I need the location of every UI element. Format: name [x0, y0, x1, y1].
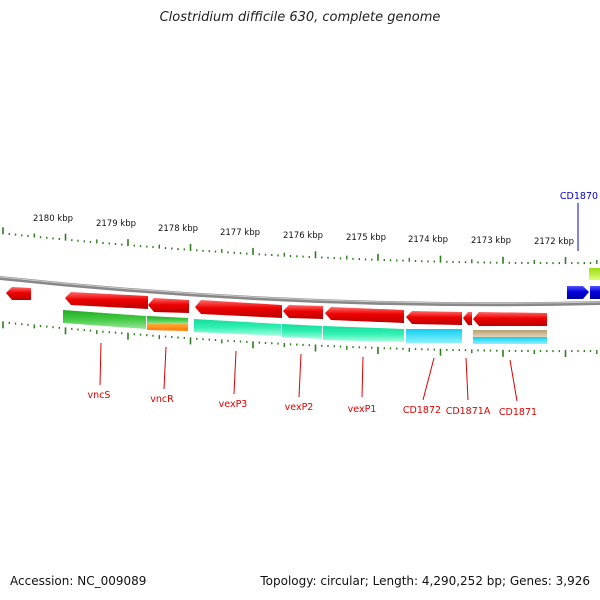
kbp-label: 2178 kbp [158, 224, 198, 234]
gene-leader-line [465, 357, 469, 401]
cds-block-blue[interactable] [590, 286, 600, 299]
gene-label[interactable]: CD1871 [499, 407, 537, 418]
gene-label[interactable]: vexP3 [219, 399, 248, 410]
gene-label[interactable]: vexP1 [348, 404, 377, 415]
gene-label[interactable]: CD1870 [560, 191, 598, 202]
gene-leader-line [99, 342, 102, 386]
gene-label[interactable]: vncR [150, 394, 174, 405]
feature-block-teal[interactable] [282, 324, 322, 339]
gene-leader-line [233, 350, 237, 395]
feature-block-green[interactable] [63, 310, 146, 329]
gene-leader-line [298, 353, 302, 398]
genome-title: Clostridium difficile 630, complete geno… [159, 10, 441, 25]
gene-label[interactable]: vexP2 [285, 402, 314, 413]
gene-leader-line [509, 359, 518, 402]
cds-arrow[interactable] [6, 287, 31, 300]
cds-arrow[interactable] [65, 292, 148, 309]
gene-label[interactable]: CD1872 [403, 405, 441, 416]
cds-arrow[interactable] [463, 312, 472, 325]
kbp-label: 2175 kbp [346, 233, 386, 243]
kbp-label: 2172 kbp [534, 237, 574, 247]
kbp-label: 2177 kbp [220, 228, 260, 238]
cds-arrow[interactable] [473, 312, 547, 326]
kbp-label: 2173 kbp [471, 236, 511, 246]
cds-arrow[interactable] [325, 307, 404, 323]
feature-block-cyan[interactable] [406, 329, 462, 343]
kbp-scale-labels: 2180 kbp 2179 kbp 2178 kbp 2177 kbp 2176… [33, 214, 574, 247]
genome-backbone-highlight [0, 276, 600, 304]
feature-block-tan[interactable] [473, 330, 547, 337]
kbp-label: 2179 kbp [96, 219, 136, 229]
feature-block-teal[interactable] [323, 326, 404, 342]
kbp-label: 2174 kbp [408, 235, 448, 245]
feature-block-orange[interactable] [147, 323, 188, 331]
cds-arrow[interactable] [148, 298, 189, 313]
kbp-label: 2180 kbp [33, 214, 73, 224]
genome-summary-text: Topology: circular; Length: 4,290,252 bp… [260, 574, 590, 588]
gene-leader-line [361, 356, 364, 398]
kbp-label: 2176 kbp [283, 231, 323, 241]
feature-block-lime[interactable] [589, 268, 600, 280]
accession-text: Accession: NC_009089 [10, 574, 147, 588]
cds-arrow-blue[interactable] [567, 286, 589, 299]
gene-leader-line [422, 357, 435, 401]
cds-arrow[interactable] [406, 311, 462, 325]
cds-track [6, 268, 600, 326]
inner-tick-ring [2, 321, 598, 358]
outer-tick-ring [2, 227, 598, 265]
gene-label[interactable]: vncS [88, 390, 111, 401]
genome-backbone [0, 276, 600, 307]
feature-track [63, 310, 547, 344]
cds-arrow[interactable] [195, 300, 282, 318]
cds-arrow[interactable] [283, 305, 323, 319]
feature-block-green[interactable] [147, 316, 188, 324]
feature-block-teal[interactable] [194, 319, 281, 336]
gene-labels: vncS vncR vexP3 vexP2 vexP1 CD1872 CD187… [88, 191, 599, 418]
gene-label[interactable]: CD1871A [446, 406, 491, 417]
gene-leader-line [163, 346, 167, 390]
feature-block-cyan[interactable] [473, 337, 547, 344]
